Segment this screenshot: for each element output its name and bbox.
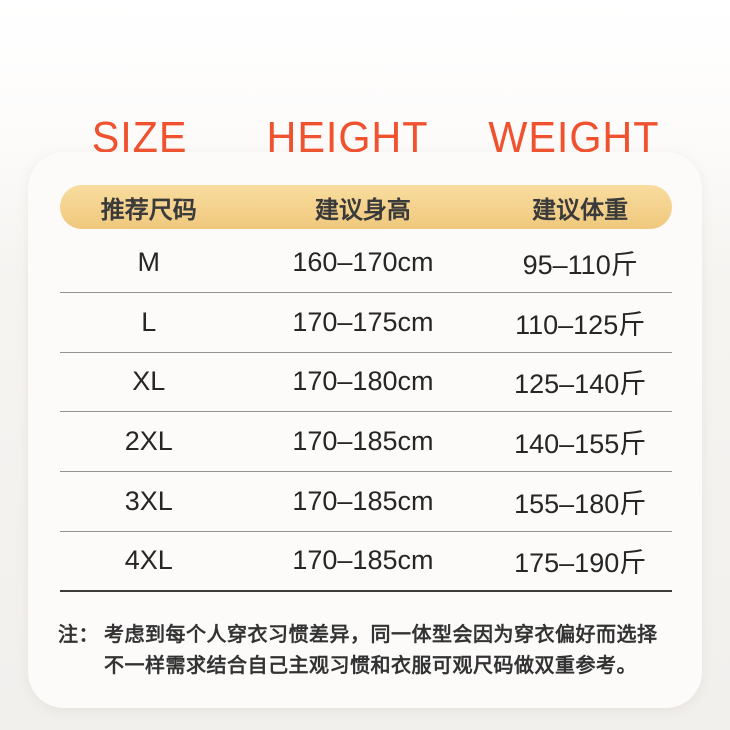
size-value: 4XL [124, 545, 173, 576]
column-header-recommended-size: 推荐尺码 [100, 196, 197, 224]
weight-value: 110–125斤 [515, 309, 646, 340]
weight-value: 155–180斤 [514, 489, 647, 520]
height-value: 170–175cm [292, 306, 434, 337]
table-row-m: M 160–170cm 95–110斤 [60, 233, 672, 293]
height-value: 160–170cm [292, 246, 434, 277]
weight-value: 140–155斤 [514, 429, 647, 460]
column-header-suggested-weight: 建议体重 [532, 196, 629, 224]
table-row-3xl: 3XL 170–185cm 155–180斤 [60, 472, 672, 532]
height-value: 170–180cm [292, 366, 434, 397]
footnote-text: 考虑到每个人穿衣习惯差异，同一体型会因为穿衣偏好而选择不一样需求结合自己主观习惯… [104, 624, 658, 677]
height-value: 170–185cm [292, 486, 434, 517]
table-row-xl: XL 170–180cm 125–140斤 [60, 353, 672, 413]
size-value: XL [132, 366, 166, 397]
size-chart-footnote: 注： 考虑到每个人穿衣习惯差异，同一体型会因为穿衣偏好而选择不一样需求结合自己主… [58, 620, 674, 682]
footnote-prefix: 注： [58, 624, 99, 646]
weight-value: 175–190斤 [514, 548, 647, 579]
column-header-suggested-height: 建议身高 [314, 196, 411, 224]
table-row-2xl: 2XL 170–185cm 140–155斤 [60, 412, 672, 473]
weight-value: 95–110斤 [522, 249, 638, 280]
size-chart-rows: M 160–170cm 95–110斤 L 170–175cm 110–125斤… [60, 233, 672, 592]
size-value: M [137, 246, 160, 277]
size-chart-card: 推荐尺码 建议身高 建议体重 M 160–170cm 95–110斤 L 170… [28, 152, 702, 708]
size-value: 2XL [124, 426, 173, 457]
table-row-l: L 170–175cm 110–125斤 [60, 293, 672, 353]
height-value: 170–185cm [292, 545, 434, 576]
height-value: 170–185cm [292, 426, 434, 457]
table-row-4xl: 4XL 170–185cm 175–190斤 [60, 532, 672, 592]
size-chart-chinese-header-banner: 推荐尺码 建议身高 建议体重 [60, 185, 672, 229]
size-value: L [141, 306, 157, 337]
size-value: 3XL [124, 486, 173, 517]
weight-value: 125–140斤 [514, 369, 647, 400]
